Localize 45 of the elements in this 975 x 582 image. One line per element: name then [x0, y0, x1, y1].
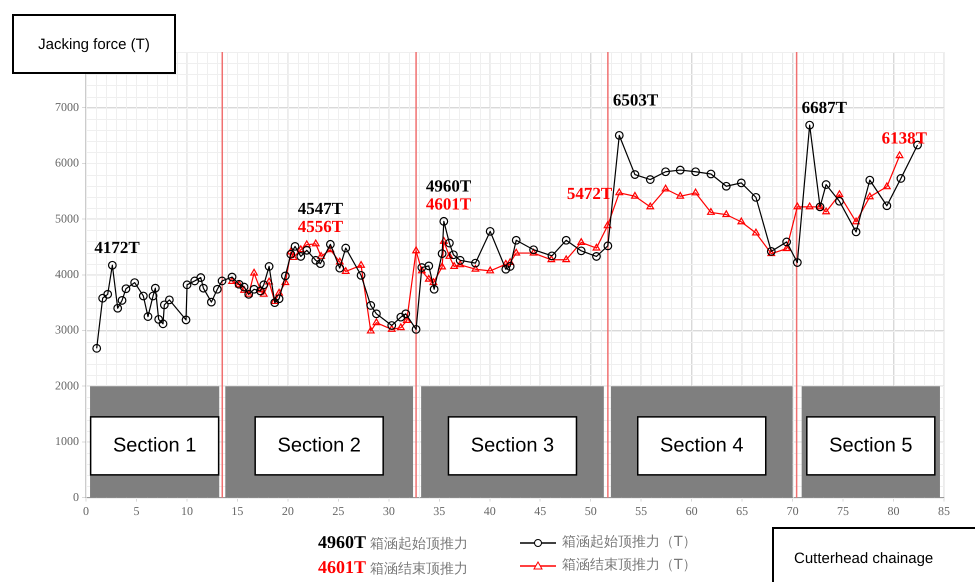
y-tick-label: 1000 [55, 434, 79, 448]
axis-title-frame: Jacking force (T) [12, 14, 176, 74]
band-label: Section 1 [112, 434, 196, 456]
text: 4960T 箱涵起始顶推力 [318, 531, 468, 554]
x-tick-label: 55 [635, 504, 648, 518]
x-tick-label: 50 [584, 504, 597, 518]
x-tick-label: 10 [180, 504, 193, 518]
x-tick-label: 30 [382, 504, 395, 518]
x-tick-label: 65 [736, 504, 748, 518]
x-tick-label: 60 [686, 504, 698, 518]
annotation: 6503T [612, 90, 659, 110]
annotation: 4547T [298, 198, 344, 218]
y-tick-label: 5000 [55, 211, 79, 226]
y-tick-label: 4000 [55, 266, 79, 281]
annotation: 4601T [426, 194, 472, 214]
y-tick-label: 3000 [55, 322, 79, 337]
annotation: 4960T [426, 176, 472, 196]
x-tick-label: 20 [282, 504, 294, 518]
x-tick-label: 0 [83, 504, 89, 518]
x-tick-label: 85 [938, 504, 950, 518]
axis-title-frame: Cutterhead chainage [772, 527, 975, 582]
x-tick-label: 35 [433, 504, 446, 518]
band-label: Section 5 [829, 434, 913, 456]
annotation: 4556T [298, 216, 344, 236]
band-label: Section 3 [470, 434, 554, 456]
legend-label: 箱涵结束顶推力（T） [561, 556, 697, 575]
band-label: Section 4 [660, 434, 744, 456]
x-tick-label: 25 [332, 504, 344, 518]
y-tick-label: 6000 [55, 156, 79, 170]
legend-label: 箱涵起始顶推力（T） [561, 533, 697, 552]
annotation: 4172T [94, 238, 140, 258]
annotation: 6138T [882, 128, 928, 148]
x-tick-label: 80 [888, 504, 900, 518]
annotation: 6687T [802, 98, 848, 118]
y-tick-label: 7000 [55, 100, 79, 114]
y-tick-label: 0 [73, 490, 79, 504]
x-tick-label: 5 [133, 504, 140, 518]
band-label: Section 2 [277, 434, 361, 456]
x-tick-label: 75 [837, 504, 850, 518]
x-tick-label: 15 [231, 504, 244, 518]
x-tick-label: 45 [534, 504, 546, 518]
x-tick-label: 70 [786, 504, 799, 518]
text: 4601T 箱涵结束顶推力 [318, 556, 468, 579]
x-tick-label: 40 [484, 504, 496, 518]
y-tick-label: 2000 [55, 378, 79, 392]
